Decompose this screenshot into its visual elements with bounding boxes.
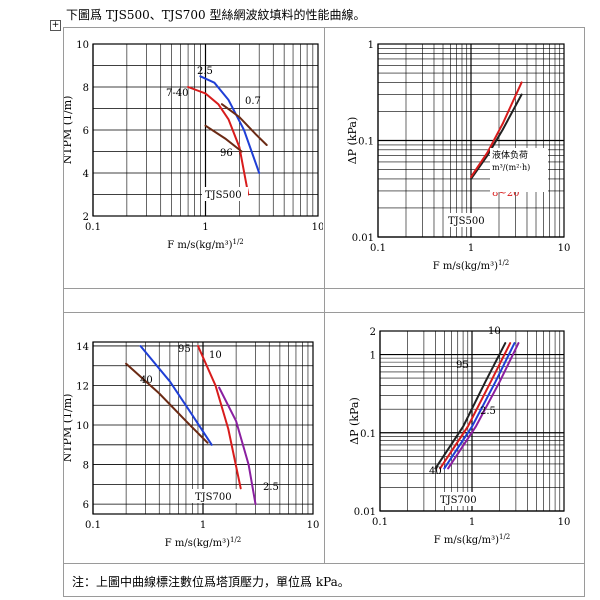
page-heading: 下圖爲 TJS500、TJS700 型絲網波紋填料的性能曲線。: [66, 8, 366, 22]
y-tick-label: 8: [83, 461, 89, 472]
y-axis-label: ΔP (kPa): [348, 397, 361, 445]
series-line: [187, 86, 250, 196]
y-tick-label: 4: [83, 169, 89, 180]
model-annotation: TJS700: [195, 492, 232, 503]
x-tick-label: 10: [558, 243, 571, 254]
x-tick-label: 0.1: [370, 243, 386, 254]
y-tick-label: 2: [370, 327, 376, 338]
series-line: [125, 362, 209, 444]
plot-frame: [377, 43, 565, 238]
plot-frame: [92, 341, 314, 515]
y-axis-label: NTPM (1/m): [64, 96, 74, 165]
series-line: [204, 124, 243, 153]
annotation-bg: [202, 187, 248, 201]
y-tick-label: 1: [370, 351, 376, 362]
series-label: 0.7: [245, 96, 261, 107]
x-tick-label: 10: [307, 520, 320, 531]
series-label: 10: [209, 350, 222, 361]
row-divider: [63, 563, 585, 564]
plot-frame: [92, 43, 319, 217]
column-divider: [324, 27, 325, 563]
y-tick-label: 12: [76, 381, 89, 392]
x-tick-label: 10: [312, 222, 323, 233]
tjs700-ntpm-chart: 0.1 1 10 6 8 10 12 14 F m/s(kg/m³)1/2 NTPM (1/m) 9…: [64, 341, 320, 549]
x-tick-label: 10: [558, 517, 571, 528]
x-tick-label: 0.1: [372, 517, 388, 528]
legend-unit: m³/(m²·h): [492, 163, 530, 172]
series-label: 95: [456, 360, 469, 371]
y-tick-label: 14: [76, 342, 89, 353]
y-tick-label: 10: [76, 421, 89, 432]
x-tick-label: 1: [202, 222, 208, 233]
series-label: 2.5: [263, 482, 279, 493]
series-line: [443, 342, 516, 470]
annotation-bg: [445, 213, 491, 227]
series-label: 40: [140, 375, 153, 386]
y-axis-label: ΔP (kPa): [346, 117, 359, 165]
y-tick-label: 1: [368, 40, 374, 51]
x-axis-label: F m/s(kg/m³)1/2: [434, 533, 511, 546]
series-line: [447, 342, 520, 470]
model-annotation: TJS500: [205, 190, 242, 201]
y-tick-label: 8: [83, 83, 89, 94]
y-tick-label: 6: [83, 126, 89, 137]
x-tick-label: 1: [468, 243, 474, 254]
tjs500-ntpm-chart: 0.1 1 10 2 4 6 8 10 F m/s(kg/m³)1/2 NTPM (1/m) 2.5…: [64, 40, 323, 251]
y-tick-label: 0.1: [358, 137, 374, 148]
x-axis-label: F m/s(kg/m³)1/2: [433, 259, 510, 272]
x-tick-label: 1: [200, 520, 206, 531]
x-axis-label: F m/s(kg/m³)1/2: [165, 536, 242, 549]
y-tick-label: 0.01: [354, 507, 376, 518]
model-annotation: TJS700: [440, 495, 477, 506]
y-tick-label: 0.01: [352, 233, 374, 244]
annotation-bg: [192, 489, 238, 503]
series-label: 2.5: [197, 66, 213, 77]
series-line: [470, 81, 523, 178]
series-line: [470, 93, 523, 180]
series-label: 40: [429, 466, 442, 477]
plot-frame: [379, 330, 565, 512]
x-axis-label: F m/s(kg/m³)1/2: [167, 238, 244, 251]
series-label: 95: [178, 344, 191, 355]
legend-title: 液体负荷: [492, 149, 528, 161]
x-tick-label: 0.1: [85, 222, 101, 233]
series-label: 7-40: [166, 88, 188, 99]
series-label: 10: [488, 326, 501, 337]
y-tick-label: 0.1: [360, 429, 376, 440]
y-axis-label: NTPM (1/m): [64, 394, 74, 463]
legend-bg: [490, 148, 548, 192]
series-line: [434, 342, 507, 470]
series-line: [220, 103, 268, 146]
y-tick-label: 6: [83, 500, 89, 511]
footnote: 注：上圖中曲線標注數位爲塔頂壓力，單位爲 kPa。: [72, 575, 350, 589]
series-label: 8~20: [492, 188, 519, 199]
series-line: [139, 345, 213, 446]
y-tick-label: 2: [83, 212, 89, 223]
series-line: [218, 386, 257, 506]
series-line: [199, 75, 261, 174]
model-annotation: TJS500: [448, 216, 485, 227]
plus-box-icon[interactable]: +: [50, 20, 61, 31]
series-label: 96: [220, 148, 233, 159]
series-label: 2.5: [480, 406, 496, 417]
annotation-bg: [437, 492, 483, 506]
series-line: [439, 342, 512, 470]
y-tick-label: 10: [76, 40, 89, 51]
series-line: [197, 345, 242, 490]
x-tick-label: 1: [469, 517, 475, 528]
x-tick-label: 0.1: [85, 520, 101, 531]
